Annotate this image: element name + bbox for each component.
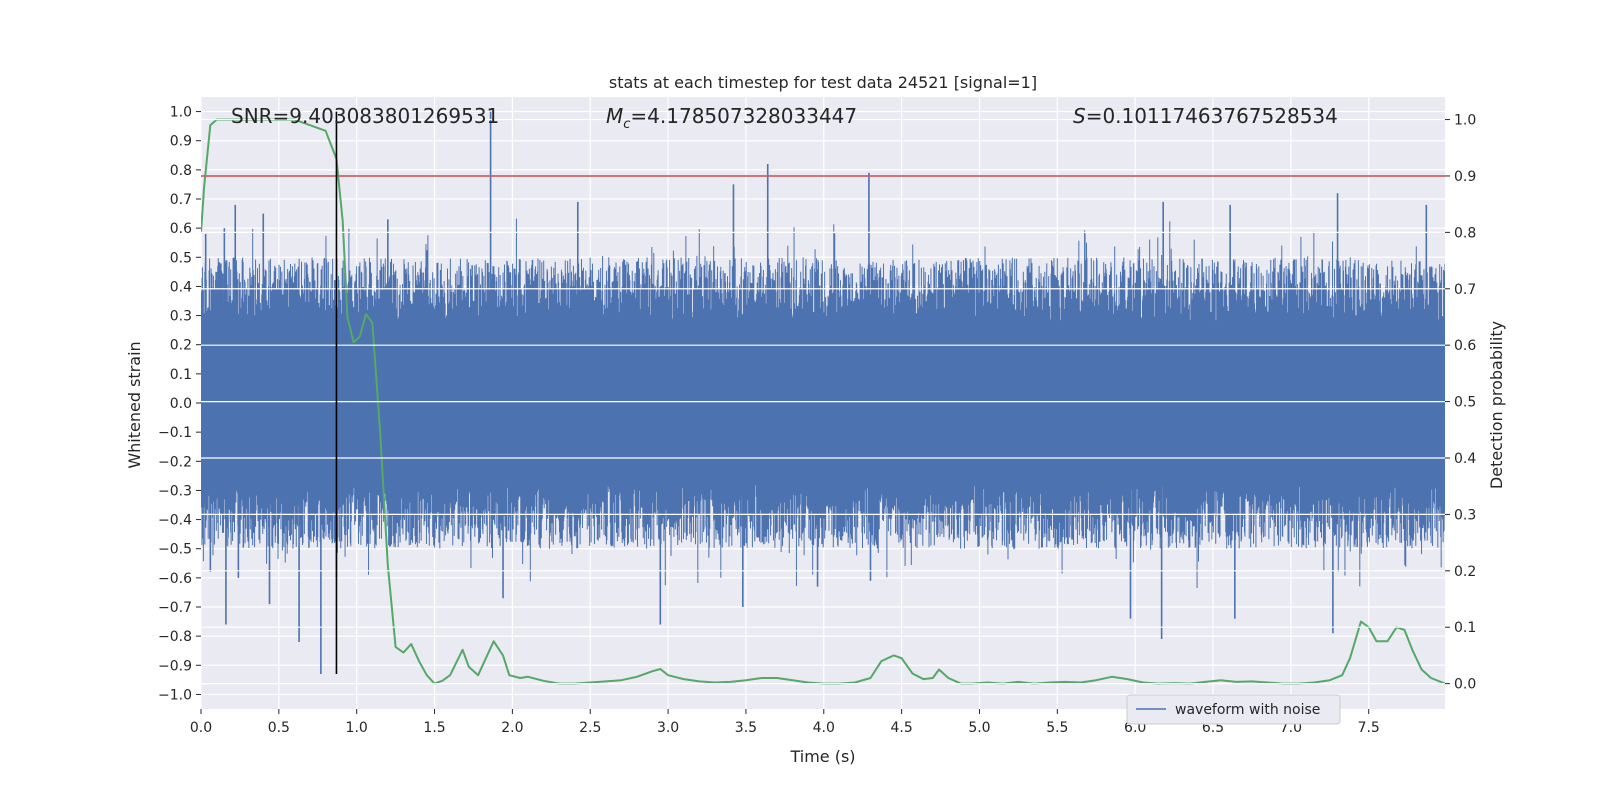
chirp-mass-value: =4.178507328033447 xyxy=(630,104,857,128)
y2-tick-label: 0.4 xyxy=(1454,451,1476,467)
x-tick-label: 0.5 xyxy=(268,720,290,736)
x-tick-label: 1.0 xyxy=(346,720,368,736)
y-tick-label: −0.8 xyxy=(158,629,192,645)
right-axis-gridlines xyxy=(201,118,1445,685)
y-tick-label: −0.9 xyxy=(158,658,192,674)
y2-tick-label: 0.1 xyxy=(1454,620,1476,636)
y-tick-label: 1.0 xyxy=(170,105,192,121)
x-tick-label: 2.5 xyxy=(579,720,601,736)
s-value: =0.10117463767528534 xyxy=(1086,104,1338,128)
legend-box xyxy=(1126,694,1341,725)
x-axis-label: Time (s) xyxy=(789,747,855,766)
legend-label: waveform with noise xyxy=(1175,702,1320,718)
y2-tick-label: 0.9 xyxy=(1454,169,1476,185)
x-tick-label: 4.5 xyxy=(890,720,912,736)
x-tick-label: 0.0 xyxy=(190,720,212,736)
y2-axis-ticks: 1.0 0.9 0.8 0.7 0.6 0.5 0.4 0.3 0.2 0.1 0.0 xyxy=(1445,113,1476,693)
y-tick-label: 0.9 xyxy=(170,134,192,150)
y-tick-label: −0.2 xyxy=(158,454,192,470)
snr-annotation: SNR=9.403083801269531 xyxy=(231,104,499,128)
y-tick-label: 0.8 xyxy=(170,163,192,179)
x-tick-label: 7.5 xyxy=(1358,720,1380,736)
detection-probability-series xyxy=(201,118,1445,685)
y-tick-label: −0.5 xyxy=(158,542,192,558)
y-tick-label: 0.0 xyxy=(170,396,192,412)
y-tick-label: −0.4 xyxy=(158,513,192,529)
y-tick-label: −1.0 xyxy=(158,687,192,703)
s-annotation: S=0.10117463767528534 xyxy=(1073,104,1338,128)
y2-tick-label: 0.8 xyxy=(1454,225,1476,241)
chirp-mass-symbol: M xyxy=(606,104,623,128)
waveform-noise-trace xyxy=(201,218,1445,588)
y-tick-label: 0.6 xyxy=(170,221,192,237)
x-tick-label: 3.0 xyxy=(657,720,679,736)
x-tick-label: 2.0 xyxy=(501,720,523,736)
y-tick-label: 0.4 xyxy=(170,279,192,295)
y-tick-label: 0.1 xyxy=(170,367,192,383)
chirp-mass-subscript: c xyxy=(623,117,630,132)
y-axis-ticks: 1.0 0.9 0.8 0.7 0.6 0.5 0.4 0.3 0.2 0.1 0.0 −0.1 −0.… xyxy=(158,105,201,703)
y2-tick-label: 0.2 xyxy=(1454,564,1476,580)
y2-tick-label: 0.0 xyxy=(1454,677,1476,693)
y2-tick-label: 0.7 xyxy=(1454,282,1476,298)
y-tick-label: 0.7 xyxy=(170,192,192,208)
legend: waveform with noise xyxy=(1126,694,1341,725)
y2-axis-label: Detection probability xyxy=(1487,321,1506,489)
y-tick-label: −0.6 xyxy=(158,571,192,587)
x-tick-label: 3.5 xyxy=(735,720,757,736)
y-axis-label: Whitened strain xyxy=(125,341,144,468)
y-tick-label: −0.7 xyxy=(158,600,192,616)
chart-title: stats at each timestep for test data 245… xyxy=(609,73,1037,92)
y-tick-label: −0.1 xyxy=(158,425,192,441)
y2-tick-label: 0.3 xyxy=(1454,507,1476,523)
chirp-mass-annotation: Mc=4.178507328033447 xyxy=(606,104,857,132)
x-tick-label: 5.0 xyxy=(968,720,990,736)
x-tick-label: 1.5 xyxy=(423,720,445,736)
x-tick-label: 4.0 xyxy=(813,720,835,736)
y-tick-label: 0.5 xyxy=(170,250,192,266)
y-tick-label: 0.2 xyxy=(170,338,192,354)
y2-tick-label: 1.0 xyxy=(1454,113,1476,129)
y-tick-label: 0.3 xyxy=(170,309,192,325)
y2-tick-label: 0.5 xyxy=(1454,395,1476,411)
x-tick-label: 5.5 xyxy=(1046,720,1068,736)
s-symbol: S xyxy=(1073,104,1086,128)
detection-probability-line xyxy=(201,118,1445,685)
y-tick-label: −0.3 xyxy=(158,483,192,499)
y2-tick-label: 0.6 xyxy=(1454,338,1476,354)
